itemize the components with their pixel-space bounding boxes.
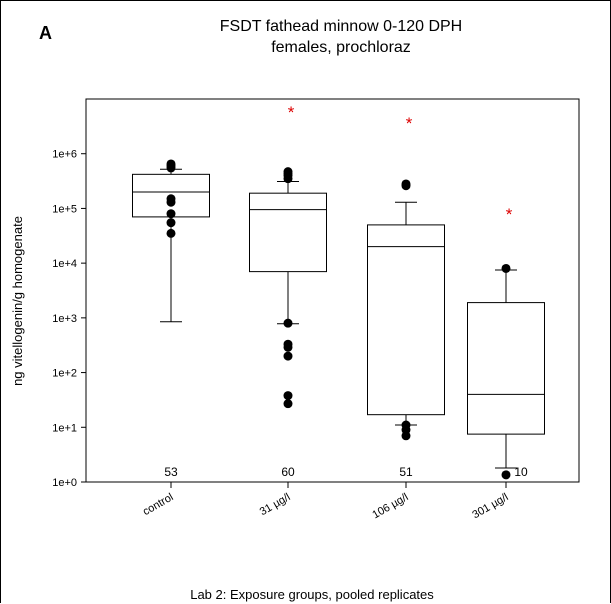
sample-size-label-0: 53: [164, 465, 178, 479]
outlier-3-0: [501, 263, 511, 273]
y-tick-label-0: 1e+0: [52, 477, 77, 489]
outlier-1-9: [283, 399, 293, 409]
outlier-1-4: [283, 318, 293, 328]
y-tick-label-4: 1e+4: [52, 258, 77, 270]
chart-title: FSDT fathead minnow 0-120 DPH: [220, 18, 462, 35]
sample-size-label-2: 51: [399, 465, 413, 479]
outlier-0-5: [166, 209, 176, 219]
outlier-3-1: [501, 470, 511, 480]
significance-marker-1: *: [288, 103, 295, 122]
outlier-1-6: [283, 342, 293, 352]
outlier-1-7: [283, 351, 293, 361]
x-tick-label-3: 301 µg/l: [470, 491, 510, 521]
outlier-2-1: [401, 181, 411, 191]
y-tick-label-1: 1e+1: [52, 422, 77, 434]
sample-size-label-3: 10: [514, 465, 528, 479]
outlier-0-4: [166, 197, 176, 207]
x-tick-label-0: control: [141, 491, 176, 518]
y-axis-label: ng vitellogenin/g homogenate: [10, 216, 25, 386]
outlier-0-7: [166, 228, 176, 238]
outlier-1-8: [283, 391, 293, 401]
plot-area: [85, 98, 580, 483]
outlier-0-2: [166, 163, 176, 173]
x-tick-label-2: 106 µg/l: [370, 491, 410, 521]
x-tick-label-1: 31 µg/l: [258, 491, 293, 518]
y-tick-label-2: 1e+2: [52, 368, 77, 380]
y-tick-label-3: 1e+3: [52, 313, 77, 325]
significance-marker-2: *: [406, 114, 413, 133]
box-2: [367, 224, 445, 416]
outlier-2-4: [401, 431, 411, 441]
x-axis-label: Lab 2: Exposure groups, pooled replicate…: [190, 587, 434, 602]
outlier-1-3: [283, 167, 293, 177]
sample-size-label-1: 60: [281, 465, 295, 479]
significance-marker-3: *: [506, 205, 513, 224]
outlier-0-6: [166, 218, 176, 228]
box-1: [249, 192, 327, 273]
chart-subtitle: females, prochloraz: [271, 39, 411, 56]
panel-label: A: [39, 23, 52, 43]
y-tick-label-5: 1e+5: [52, 203, 77, 215]
box-3: [467, 302, 545, 435]
y-tick-label-6: 1e+6: [52, 149, 77, 161]
